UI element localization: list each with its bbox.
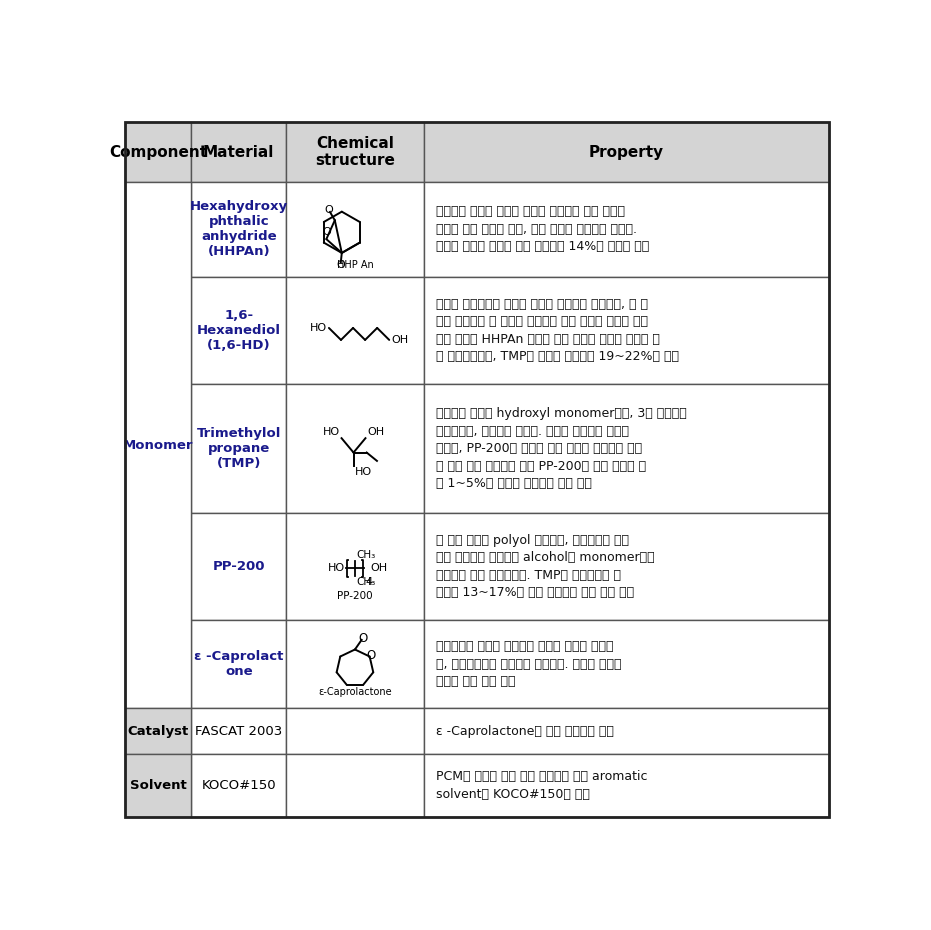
Bar: [191, 123, 287, 181]
Bar: [191, 754, 287, 817]
Text: HO: HO: [355, 467, 372, 477]
Text: ε -Caprolactone의 변성 촉매로써 사용: ε -Caprolactone의 변성 촉매로써 사용: [436, 724, 614, 737]
Text: ε-Caprolactone: ε-Caprolactone: [318, 687, 392, 698]
Bar: [287, 123, 424, 181]
Bar: [191, 384, 287, 513]
Bar: [191, 277, 287, 384]
Bar: [191, 513, 287, 620]
Text: 인성을 향상시키고 사용한 수지의 선영성이 우수하며, 긴 선
형의 분자구조 양 극단에 수산기를 가져 도막의 유연성 확보
높은 함량의 HHPAn 사: 인성을 향상시키고 사용한 수지의 선영성이 우수하며, 긴 선 형의 분자구조…: [436, 298, 679, 364]
Bar: [424, 754, 830, 817]
Text: 긴 선형 구조의 polyol 형태이며, 여기에서는 유연
성의 극대화를 목적으로 alcohol계 monomer로써
사용하기 위해 도입하였다. TM: 긴 선형 구조의 polyol 형태이며, 여기에서는 유연 성의 극대화를 목…: [436, 534, 654, 599]
Text: HO: HO: [328, 564, 345, 573]
Bar: [125, 181, 191, 709]
Text: OH: OH: [367, 427, 385, 437]
Text: Chemical
structure: Chemical structure: [315, 136, 395, 168]
Bar: [287, 181, 424, 277]
Bar: [125, 754, 191, 817]
Text: CH₃: CH₃: [357, 550, 376, 560]
Text: Hexahydroxy
phthalic
anhydride
(HHPAn): Hexahydroxy phthalic anhydride (HHPAn): [190, 201, 288, 259]
Bar: [191, 181, 287, 277]
Text: O: O: [324, 205, 333, 215]
Text: O: O: [358, 632, 368, 645]
Text: ε -Caprolact
one: ε -Caprolact one: [194, 650, 283, 678]
Bar: [424, 620, 830, 709]
Text: 4: 4: [365, 578, 372, 588]
Text: PP-200: PP-200: [212, 560, 265, 573]
Text: CH₃: CH₃: [357, 577, 376, 587]
Text: Property: Property: [589, 144, 664, 160]
Text: HO: HO: [310, 323, 327, 333]
Bar: [191, 709, 287, 754]
Text: KOCO#150: KOCO#150: [201, 779, 277, 792]
Text: Material: Material: [203, 144, 275, 160]
Bar: [287, 513, 424, 620]
Text: HO: HO: [323, 427, 340, 437]
Text: 1,6-
Hexanediol
(1,6-HD): 1,6- Hexanediol (1,6-HD): [196, 310, 281, 352]
Text: Component: Component: [109, 144, 208, 160]
Bar: [287, 754, 424, 817]
Text: O: O: [322, 227, 331, 237]
Text: Monomer: Monomer: [123, 439, 194, 452]
Bar: [424, 384, 830, 513]
Text: PP-200: PP-200: [337, 591, 372, 602]
Bar: [125, 123, 191, 181]
Bar: [287, 709, 424, 754]
Text: Catalyst: Catalyst: [128, 724, 189, 737]
Text: Trimethylol
propane
(TMP): Trimethylol propane (TMP): [196, 427, 281, 471]
Text: 상용성이 우수한 hydroxyl monomer이며, 3가 알코올로
내부가역화, 반응성이 양호함. 도막의 내열성을 향상시
켜주며, PP-200의 : 상용성이 우수한 hydroxyl monomer이며, 3가 알코올로 내부가…: [436, 407, 686, 490]
Bar: [424, 181, 830, 277]
Text: O: O: [366, 649, 375, 662]
Bar: [287, 620, 424, 709]
Bar: [424, 709, 830, 754]
Text: Solvent: Solvent: [129, 779, 186, 792]
Bar: [191, 620, 287, 709]
Bar: [424, 277, 830, 384]
Bar: [287, 384, 424, 513]
Bar: [424, 513, 830, 620]
Text: O: O: [336, 259, 344, 270]
Text: 폴리에스터 주쇄와 반응하여 고분자 사슬을 형성하
며, 반응과정에서 개환하여 변성된다. 도막의 고탄성
특성을 얻기 위해 사용: 폴리에스터 주쇄와 반응하여 고분자 사슬을 형성하 며, 반응과정에서 개환하…: [436, 640, 621, 688]
Text: PCM용 도료에 가장 널리 사용되고 있는 aromatic
solvent인 KOCO#150을 선정: PCM용 도료에 가장 널리 사용되고 있는 aromatic solvent인…: [436, 770, 647, 801]
Text: FASCAT 2003: FASCAT 2003: [196, 724, 282, 737]
Bar: [287, 277, 424, 384]
Bar: [125, 709, 191, 754]
Text: HHP An: HHP An: [337, 260, 373, 270]
Text: 포화고리 구조를 가지는 다가산 무수물로 도막 강도와
우수한 탄성 특성을 주며, 특히 탁월한 내후성을 보인다.
도막의 지나친 경직성 등을 감안하여: 포화고리 구조를 가지는 다가산 무수물로 도막 강도와 우수한 탄성 특성을 …: [436, 206, 649, 254]
Bar: [424, 123, 830, 181]
Text: OH: OH: [391, 335, 409, 345]
Text: OH: OH: [370, 564, 387, 573]
